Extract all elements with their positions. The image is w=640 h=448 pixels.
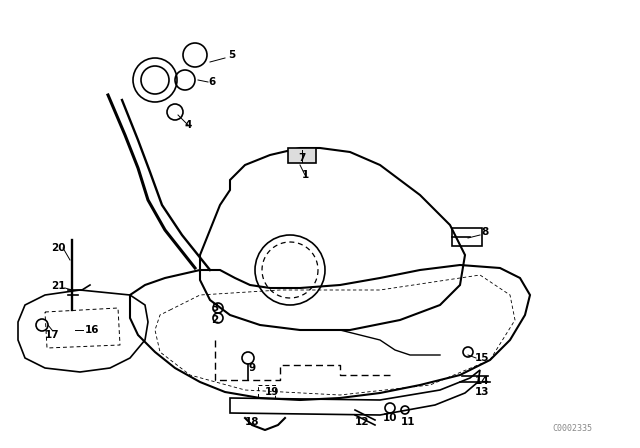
Text: 19: 19 — [265, 387, 279, 397]
Text: 4: 4 — [184, 120, 192, 130]
Text: 13: 13 — [475, 387, 489, 397]
FancyBboxPatch shape — [288, 148, 316, 163]
Text: 7: 7 — [298, 153, 306, 163]
Text: 1: 1 — [301, 170, 308, 180]
Text: 15: 15 — [475, 353, 489, 363]
Text: 21: 21 — [51, 281, 65, 291]
Text: 8: 8 — [481, 227, 488, 237]
Text: 14: 14 — [475, 376, 490, 386]
Text: 16: 16 — [84, 325, 99, 335]
Text: 11: 11 — [401, 417, 415, 427]
Text: 17: 17 — [45, 330, 60, 340]
Text: 12: 12 — [355, 417, 369, 427]
Text: 2: 2 — [211, 315, 219, 325]
Text: 6: 6 — [209, 77, 216, 87]
Text: C0002335: C0002335 — [552, 423, 592, 432]
Text: 3: 3 — [211, 303, 219, 313]
Text: 18: 18 — [244, 417, 259, 427]
Text: 10: 10 — [383, 413, 397, 423]
Text: 20: 20 — [51, 243, 65, 253]
Text: 5: 5 — [228, 50, 236, 60]
Text: 9: 9 — [248, 363, 255, 373]
